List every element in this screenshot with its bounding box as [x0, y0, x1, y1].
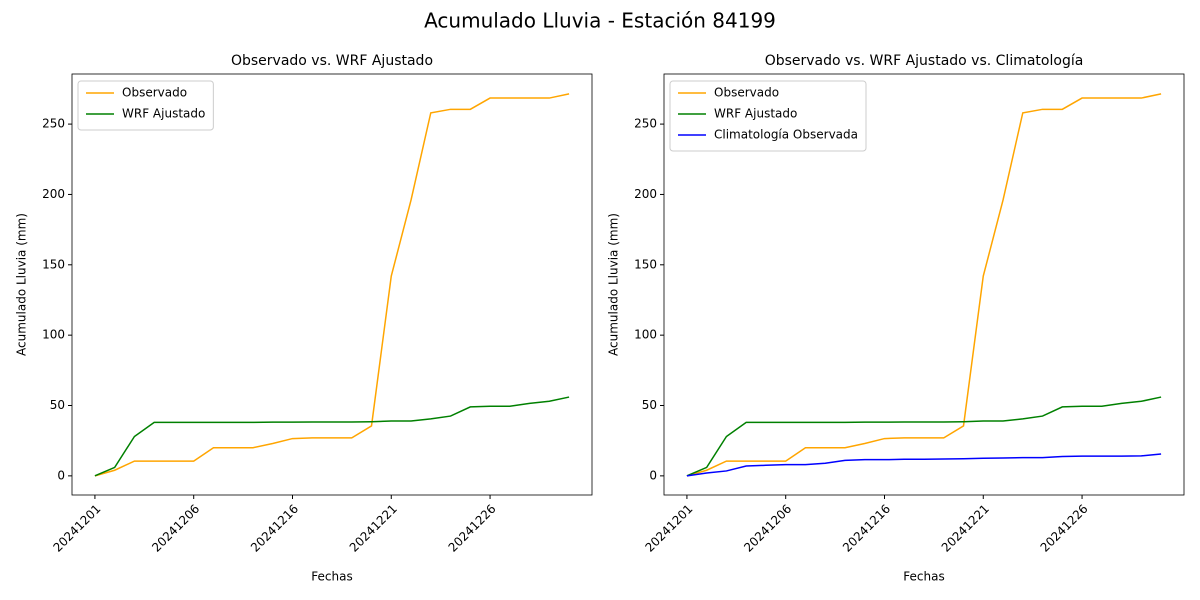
series-line: [686, 453, 1162, 477]
legend-label: Climatología Observada: [714, 128, 858, 142]
axes-title: Observado vs. WRF Ajustado vs. Climatolo…: [765, 53, 1084, 69]
figure-title: Acumulado Lluvia - Estación 84199: [424, 9, 776, 33]
y-tick-label: 150: [634, 257, 657, 271]
x-tick-label: 20241216: [248, 502, 301, 555]
y-tick-label: 250: [42, 117, 65, 131]
y-tick-label: 0: [649, 468, 657, 482]
series-line: [686, 93, 1162, 477]
legend-label: Observado: [714, 86, 779, 100]
series-line: [686, 396, 1162, 477]
axes-frame: [71, 73, 593, 496]
x-tick-label: 20241226: [1038, 502, 1091, 555]
legend-label: Observado: [122, 86, 187, 100]
y-tick-label: 250: [634, 117, 657, 131]
y-tick-label: 50: [642, 398, 657, 412]
x-tick-label: 20241201: [642, 502, 695, 555]
legend-box: [669, 80, 867, 152]
y-axis-label: Acumulado Lluvia (mm): [607, 213, 621, 356]
legend: Observado WRF Ajustado Climatología Observ…: [669, 80, 867, 152]
x-tick-label: 20241221: [939, 502, 992, 555]
series-line: [94, 93, 570, 477]
x-tick-label: 20241226: [446, 502, 499, 555]
legend: Observado WRF Ajustado: [77, 80, 214, 131]
axes-frame: [663, 73, 1185, 496]
x-tick-label: 20241201: [50, 502, 103, 555]
y-tick-label: 0: [57, 468, 65, 482]
x-tick-label: 20241221: [347, 502, 400, 555]
y-axis-label: Acumulado Lluvia (mm): [15, 213, 29, 356]
x-axis-label: Fechas: [311, 570, 352, 584]
axes-title: Observado vs. WRF Ajustado: [231, 53, 433, 69]
legend-label: WRF Ajustado: [714, 107, 797, 121]
series-line: [94, 396, 570, 477]
x-tick-label: 20241206: [149, 502, 202, 555]
x-tick-label: 20241206: [741, 502, 794, 555]
y-tick-label: 100: [42, 328, 65, 342]
legend-label: WRF Ajustado: [122, 107, 205, 121]
y-tick-label: 100: [634, 328, 657, 342]
y-tick-label: 150: [42, 257, 65, 271]
y-tick-label: 50: [50, 398, 65, 412]
y-tick-label: 200: [634, 187, 657, 201]
y-tick-label: 200: [42, 187, 65, 201]
x-tick-label: 20241216: [840, 502, 893, 555]
x-axis-label: Fechas: [903, 570, 944, 584]
